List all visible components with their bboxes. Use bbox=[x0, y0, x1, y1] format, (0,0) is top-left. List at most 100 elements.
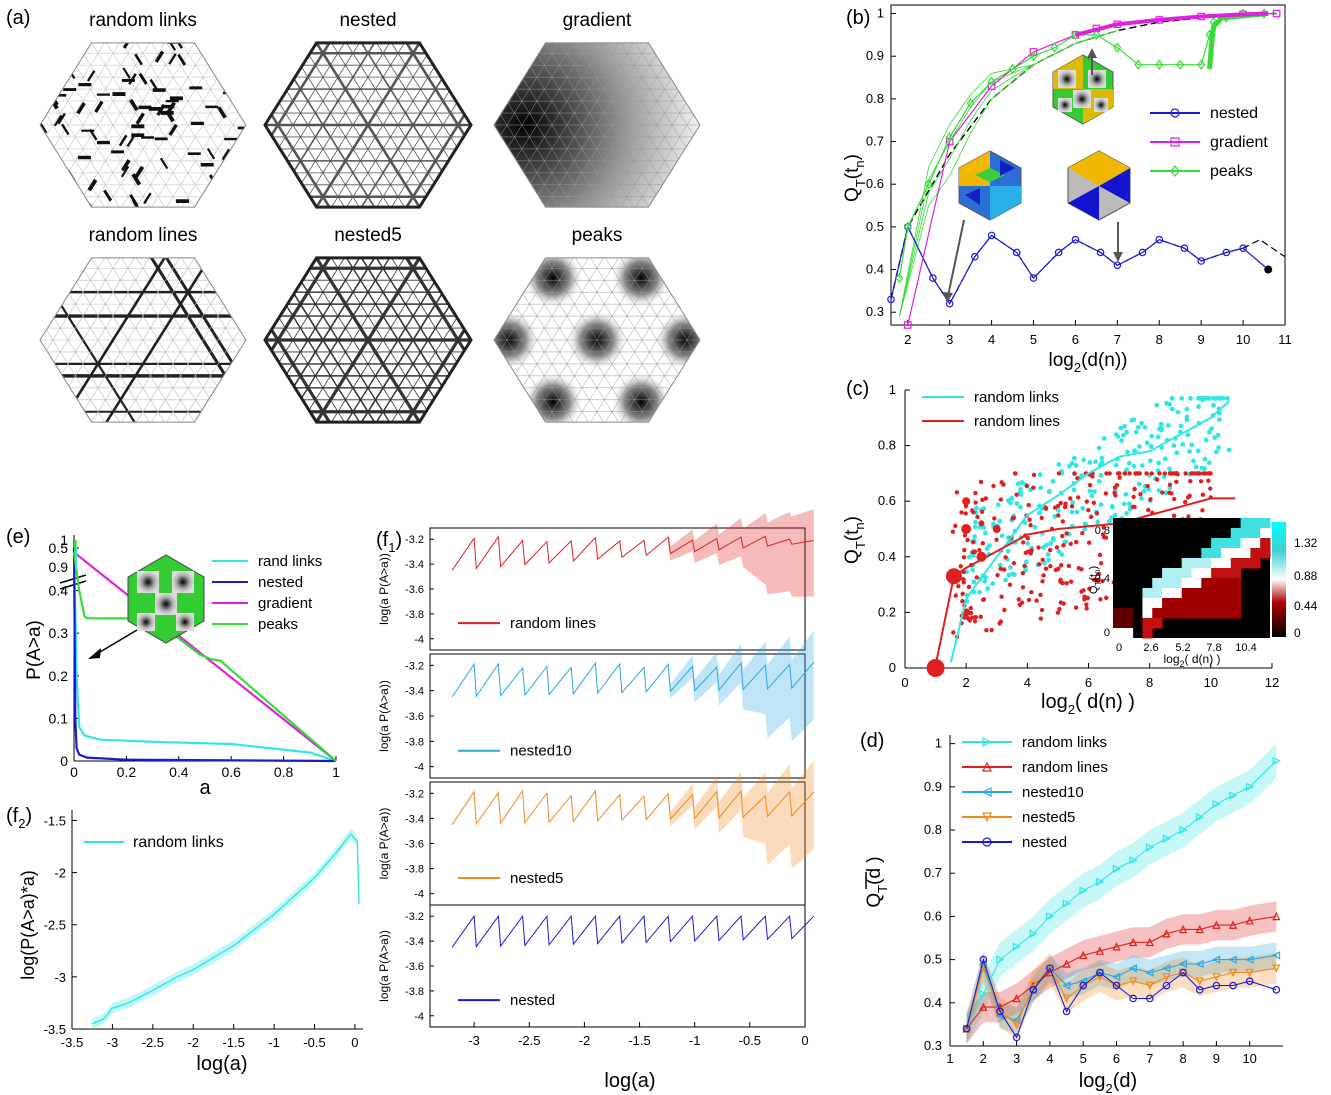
c-cyan-dot bbox=[1184, 414, 1190, 420]
f2-series-random links bbox=[91, 832, 360, 1025]
c-cyan-dot bbox=[1018, 486, 1023, 492]
b-series-peaks-point-5 bbox=[987, 76, 996, 87]
c-cyan-dot bbox=[1217, 395, 1223, 401]
panel-b-inset-mosaic-hex bbox=[958, 150, 1022, 221]
c-cyan-dot bbox=[1071, 455, 1077, 461]
c-red-dot bbox=[1039, 607, 1045, 613]
c-red-dot bbox=[977, 548, 982, 553]
grid-line bbox=[311, 257, 447, 423]
b-series-peaks-point-8 bbox=[1050, 42, 1059, 53]
f1-1-ylabel: log(a P(A>a)) bbox=[377, 680, 391, 752]
c-red-dot bbox=[1026, 502, 1031, 508]
panel-f2: (f2) -3.5 -3 -2.5 -2 -1.5 -1 -0.5 0 -3.5 -3 -2.5 -2… bbox=[6, 805, 363, 1075]
c-red-dot bbox=[956, 583, 961, 589]
d-legend-4-text: nested bbox=[1022, 834, 1067, 851]
d-series-nested-point-10 bbox=[1129, 994, 1137, 1003]
heat-cell bbox=[1152, 578, 1163, 589]
b-series-peaks-point-10 bbox=[1092, 29, 1101, 41]
c-cyan-dot bbox=[1007, 565, 1013, 570]
c-cyan-dot bbox=[982, 578, 988, 584]
c-cyan-dot bbox=[1045, 552, 1051, 558]
c-ytick-label-2: 0.4 bbox=[878, 549, 896, 564]
e-xtick-label-1: 0.2 bbox=[117, 764, 137, 780]
c-red-dot bbox=[1174, 479, 1179, 484]
cbar-label-2: 0.44 bbox=[1294, 599, 1318, 613]
c-cyan-dot bbox=[1215, 432, 1221, 438]
panel-f1-xlabel: log(a) bbox=[604, 1070, 655, 1092]
d-series-nested5-point-11 bbox=[1145, 981, 1154, 991]
d-series-nested10-point-18 bbox=[1271, 951, 1281, 960]
heat-cell bbox=[1181, 568, 1192, 579]
c-red-dot bbox=[979, 509, 985, 514]
c-cyan-dot bbox=[1109, 503, 1115, 509]
c-red-big-dot-0 bbox=[926, 659, 945, 677]
c-red-dot bbox=[1198, 479, 1204, 484]
heat-cell bbox=[1181, 558, 1192, 569]
e-ytick-label-3: 0.3 bbox=[49, 625, 69, 641]
heat-cell bbox=[1211, 588, 1222, 599]
panel-c: (c) 0 2 4 6 8 10 12 0 0.2 0.4 0.6 0.8 1 log2( d(n) )… bbox=[842, 378, 1318, 717]
c-cyan-dot bbox=[1126, 460, 1132, 466]
c-red-dot bbox=[1063, 501, 1068, 506]
b-series-gradient-point-0 bbox=[903, 321, 912, 329]
inset-ytick-2: 0 bbox=[1104, 627, 1110, 639]
c-cyan-dot bbox=[1167, 466, 1172, 472]
b-legend-1-text: gradient bbox=[1210, 134, 1268, 151]
c-red-dot bbox=[1055, 610, 1061, 615]
grid-line bbox=[87, 42, 222, 208]
b-xtick-label-5: 7 bbox=[1114, 332, 1121, 347]
inset-colorbar bbox=[1272, 522, 1286, 637]
heat-cell bbox=[1122, 608, 1134, 619]
d-xtick-label-1: 2 bbox=[980, 1051, 987, 1066]
heat-cell bbox=[1201, 558, 1212, 569]
c-cyan-dot bbox=[1209, 426, 1215, 432]
c-cyan-dot bbox=[973, 505, 979, 511]
grid-line bbox=[541, 42, 676, 208]
panel-b: (b) 2 3 4 5 6 7 8 9 10 11 0.3 0.4 0.5 0.6 0.7 0.8 0.9 1 l… bbox=[842, 4, 1292, 375]
f1-xtick-label-0: -3 bbox=[468, 1033, 480, 1048]
c-red-dot bbox=[1060, 533, 1065, 539]
f1-xtick-label-3: -1.5 bbox=[628, 1033, 650, 1048]
heat-cell bbox=[1211, 608, 1222, 619]
c-cyan-dot bbox=[966, 554, 972, 560]
b-ytick-label-4: 0.7 bbox=[866, 134, 884, 149]
hex-title-nested: nested bbox=[339, 10, 396, 31]
c-cyan-dot bbox=[1206, 395, 1211, 401]
c-red-dot bbox=[950, 529, 956, 534]
heat-cell bbox=[1230, 568, 1242, 579]
c-cyan-dot bbox=[1113, 462, 1119, 468]
c-red-dot bbox=[1088, 514, 1094, 520]
c-cyan-dot bbox=[1093, 459, 1099, 465]
b-ytick-label-3: 0.6 bbox=[866, 176, 884, 191]
heat-cell bbox=[1181, 578, 1192, 589]
b-series-nested-point-2 bbox=[929, 274, 937, 282]
c-red-dot bbox=[974, 575, 979, 580]
grid-line bbox=[289, 257, 425, 423]
f2-xtick-label-0: -3.5 bbox=[61, 1035, 83, 1050]
hex-title-random-lines: random lines bbox=[89, 225, 198, 246]
c-cyan-dot bbox=[1171, 443, 1177, 449]
d-series-nested5-point-16 bbox=[1228, 968, 1238, 978]
c-red-dot bbox=[1072, 471, 1077, 476]
c-cyan-dot bbox=[1059, 552, 1065, 557]
panel-e-inset-hex bbox=[127, 554, 205, 644]
random-link bbox=[122, 67, 131, 79]
c-red-dot bbox=[1169, 471, 1175, 476]
c-xtick-label-3: 6 bbox=[1085, 675, 1092, 690]
b-nested-endpoint bbox=[1264, 265, 1273, 274]
d-series-nested5-point-18 bbox=[1272, 964, 1281, 973]
f1-0-ytick-label-0: -3.2 bbox=[405, 534, 424, 546]
peak-blob bbox=[523, 372, 583, 423]
d-band-random lines bbox=[966, 901, 1277, 1044]
heat-cell bbox=[1142, 618, 1153, 629]
random-link bbox=[168, 123, 178, 137]
c-red-dot bbox=[1039, 515, 1044, 521]
c-red-dot bbox=[1100, 578, 1105, 584]
c-red-dot bbox=[999, 594, 1004, 599]
panel-b-ylabel: QT(tn) bbox=[842, 154, 868, 202]
c-cyan-dot bbox=[987, 543, 992, 548]
c-red-dot bbox=[1208, 486, 1213, 491]
c-red-dot bbox=[1001, 482, 1006, 487]
random-link bbox=[213, 175, 223, 189]
c-red-dot bbox=[1056, 513, 1061, 518]
